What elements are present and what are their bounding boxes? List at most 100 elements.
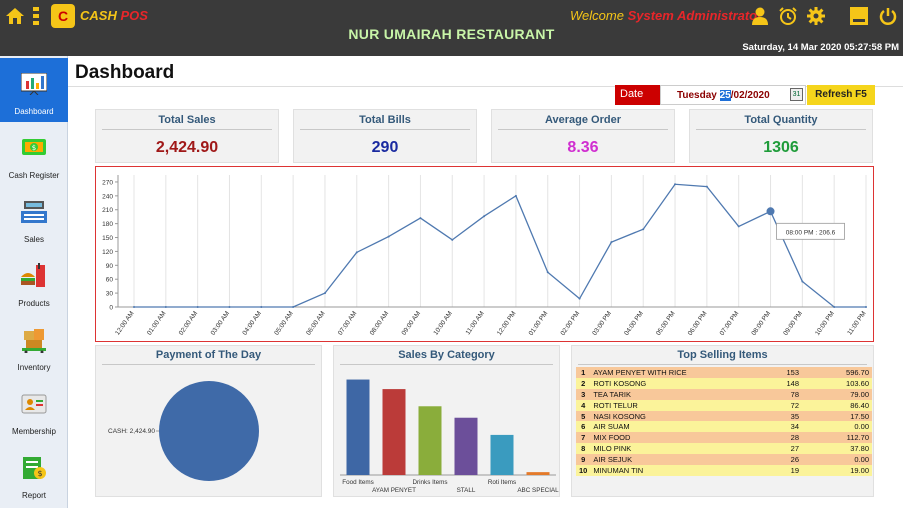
category-label: ABC SPECIAL [517,487,559,494]
data-point[interactable] [578,297,581,300]
category-bar[interactable] [454,417,478,475]
x-tick-label: 05:00 AM [273,310,294,337]
table-row[interactable]: 2 ROTI KOSONG 148 103.60 [576,377,872,389]
x-tick-label: 02:00 AM [178,310,199,337]
menu-icon[interactable] [29,5,43,27]
table-row[interactable]: 3 TEA TARIK 78 79.00 [576,388,872,400]
data-point[interactable] [451,238,454,241]
data-point[interactable] [387,235,390,238]
title-divider [68,86,903,87]
item-name: MIX FOOD [590,432,762,444]
calendar-icon[interactable]: 31 [790,88,803,101]
row-number: 2 [576,377,591,389]
table-row[interactable]: 8 MILO PINK 27 37.80 [576,443,872,455]
category-label: STALL [457,487,476,494]
chart-tooltip: 08:00 PM : 206.6 [776,222,845,240]
x-tick-label: 10:00 AM [432,310,453,337]
stat-value: 2,424.90 [155,139,219,156]
table-row[interactable]: 4 ROTI TELUR 72 86.40 [576,399,872,411]
data-point[interactable] [133,306,135,308]
sidebar-item-label: Membership [11,427,56,436]
item-amount: 86.40 [802,399,872,411]
refresh-button[interactable]: Refresh F5 [807,85,875,105]
sidebar-item-cash-register[interactable]: $ Cash Register [0,122,68,186]
data-point[interactable] [355,251,358,254]
data-point[interactable] [292,306,295,308]
pie-slice[interactable] [159,381,259,481]
item-amount: 17.50 [802,410,872,422]
home-icon[interactable] [4,5,26,27]
item-qty: 148 [762,377,802,389]
inventory-boxes-icon [19,325,49,355]
table-row[interactable]: 7 MIX FOOD 28 112.70 [576,432,872,444]
sidebar-item-report[interactable]: $ Report [0,442,68,506]
total-quantity-card: Total Quantity 1306 [689,109,873,163]
data-point[interactable] [801,280,804,283]
data-point[interactable] [323,292,326,295]
category-bar[interactable] [382,389,406,475]
table-row[interactable]: 9 AIR SEJUK 26 0.00 [576,454,872,466]
page-title: Dashboard [75,62,175,83]
table-row[interactable]: 5 NASI KOSONG 35 17.50 [576,410,872,422]
average-order-card: Average Order 8.36 [491,109,675,163]
data-point[interactable] [546,271,549,274]
hourly-sales-chart: 0 30 60 90 120 150 180 210 240 270 12:00 AM 01:00 A… [95,166,874,342]
row-number: 4 [576,399,591,411]
sidebar-item-dashboard[interactable]: Dashboard [0,58,68,122]
power-icon[interactable] [877,5,899,27]
sidebar-item-label: Report [21,491,46,500]
table-row[interactable]: 10 MINUMAN TIN 19 19.00 [576,465,872,476]
y-tick-label: 180 [102,221,113,228]
data-point[interactable] [514,194,517,197]
category-bar[interactable] [346,379,370,475]
x-tick-label: 07:00 AM [337,310,358,337]
x-tick-label: 08:00 AM [369,310,390,337]
y-tick-label: 90 [106,263,114,270]
category-bar[interactable] [418,406,442,475]
table-row[interactable]: 1 AYAM PENYET WITH RICE 153 596.70 [576,367,872,378]
item-name: MINUMAN TIN [590,465,762,476]
category-label: Roti Items [488,479,516,486]
item-amount: 79.00 [802,388,872,400]
data-point[interactable] [419,217,422,220]
table-row[interactable]: 6 AIR SUAM 34 0.00 [576,421,872,433]
data-point[interactable] [260,306,263,308]
tooltip-label: 08:00 PM : 206.6 [786,229,836,236]
data-point[interactable] [865,306,867,308]
top-selling-table: 1 AYAM PENYET WITH RICE 153 596.70 2 ROTI KOS… [576,367,872,476]
cash-register-icon: $ [19,133,49,163]
data-point[interactable] [674,183,677,186]
data-point[interactable] [737,225,740,228]
sidebar-item-sales[interactable]: Sales [0,186,68,250]
sidebar-item-products[interactable]: Products [0,250,68,314]
user-icon[interactable] [749,5,771,27]
data-point[interactable] [705,185,708,188]
x-tick-label: 09:00 AM [401,310,422,337]
data-point[interactable] [610,241,613,244]
membership-card-icon [19,389,49,419]
sidebar-item-label: Cash Register [8,171,60,180]
data-point[interactable] [483,215,486,218]
x-tick-label: 07:00 PM [719,310,741,337]
data-point[interactable] [196,306,199,308]
sidebar-item-inventory[interactable]: Inventory [0,314,68,378]
date-picker-field[interactable]: Tuesday 25/02/2020 [660,85,806,105]
sales-line [134,183,866,308]
gear-icon[interactable] [805,5,827,27]
minimize-icon[interactable] [848,5,870,27]
y-tick-label: 30 [106,291,114,298]
item-amount: 19.00 [802,465,872,476]
x-tick-label: 11:00 AM [465,310,486,336]
sidebar-item-membership[interactable]: Membership [0,378,68,442]
data-point[interactable] [228,306,231,308]
data-point[interactable] [833,306,836,308]
data-point[interactable] [642,228,645,231]
category-bar[interactable] [526,472,550,475]
row-number: 7 [576,432,591,444]
sidebar: Dashboard $ Cash Register Sales Products… [0,56,68,508]
alarm-icon[interactable] [777,5,799,27]
welcome-text: Welcome System Administrator [570,8,763,23]
category-bar[interactable] [490,434,514,475]
highlighted-point[interactable] [766,207,775,216]
data-point[interactable] [164,306,167,308]
